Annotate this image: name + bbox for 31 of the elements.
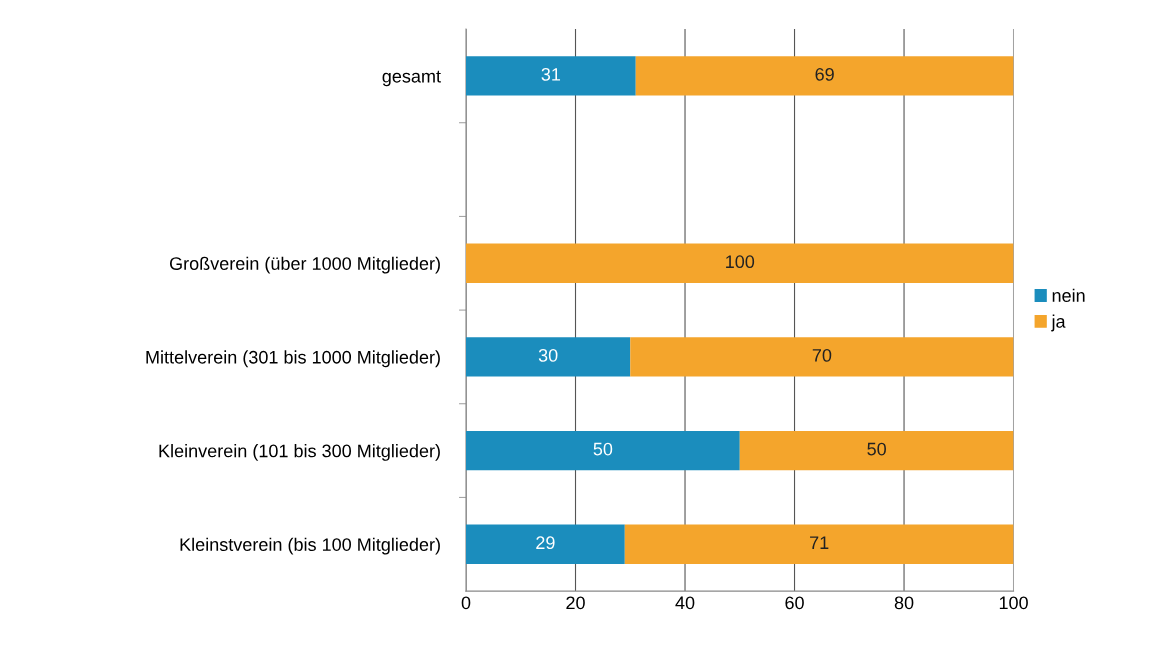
y-tick-label: Mittelverein (301 bis 1000 Mitglieder)	[146, 350, 440, 368]
x-tick-label: 60	[785, 596, 804, 610]
data-label: 30	[538, 348, 558, 362]
bar	[466, 524, 625, 564]
x-tick-label: 100	[999, 596, 1028, 610]
data-label: 70	[812, 348, 832, 362]
x-tick-label: 80	[894, 596, 914, 610]
legend-label: nein	[1052, 288, 1085, 302]
x-tick-label: 40	[675, 596, 695, 610]
data-label: 69	[815, 67, 834, 81]
data-label: 31	[541, 67, 561, 81]
bar	[624, 524, 1014, 564]
x-tick-label: 0	[461, 596, 471, 610]
bar	[635, 56, 1014, 96]
y-tick-label: gesamt	[382, 70, 441, 87]
data-label: 71	[810, 536, 829, 549]
bar	[466, 337, 631, 377]
data-label: 100	[726, 255, 755, 269]
data-label: 50	[867, 442, 886, 456]
data-label: 29	[536, 536, 555, 550]
y-tick-label: Kleinverein (101 bis 300 Mitglieder)	[159, 444, 440, 461]
bar	[630, 337, 1014, 377]
y-tick-label: Großverein (über 1000 Mitglieder)	[169, 256, 440, 274]
y-tick-label: Kleinstverein (bis 100 Mitglieder)	[180, 537, 440, 555]
x-tick-label: 20	[566, 596, 585, 610]
data-label: 50	[593, 442, 613, 456]
legend-label: ja	[1051, 314, 1066, 332]
bar	[466, 430, 740, 471]
bar	[739, 430, 1014, 471]
bar	[466, 243, 1014, 283]
bar	[466, 56, 636, 96]
